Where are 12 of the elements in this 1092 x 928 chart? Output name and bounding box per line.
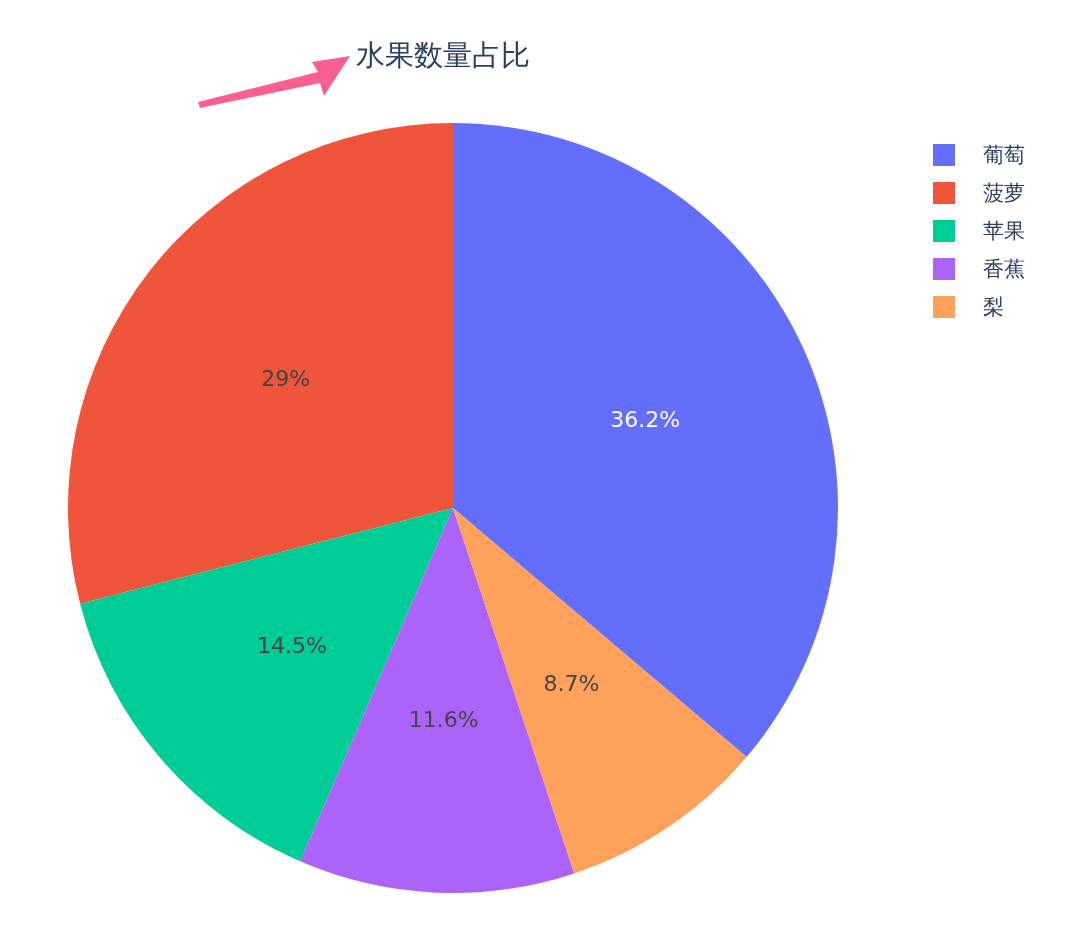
chart-title: 水果数量占比 [356,37,530,74]
data-label: 11.6% [408,707,479,733]
legend-label: 梨 [983,294,1004,321]
legend-label: 苹果 [983,218,1025,245]
data-label: 8.7% [543,671,600,697]
legend-label: 香蕉 [983,256,1025,283]
data-label: 29% [261,365,311,391]
data-label: 36.2% [610,406,681,432]
legend-label: 菠萝 [983,180,1025,207]
data-label: 14.5% [257,633,327,659]
pie-slice [68,123,453,604]
legend-label: 葡萄 [983,142,1025,169]
